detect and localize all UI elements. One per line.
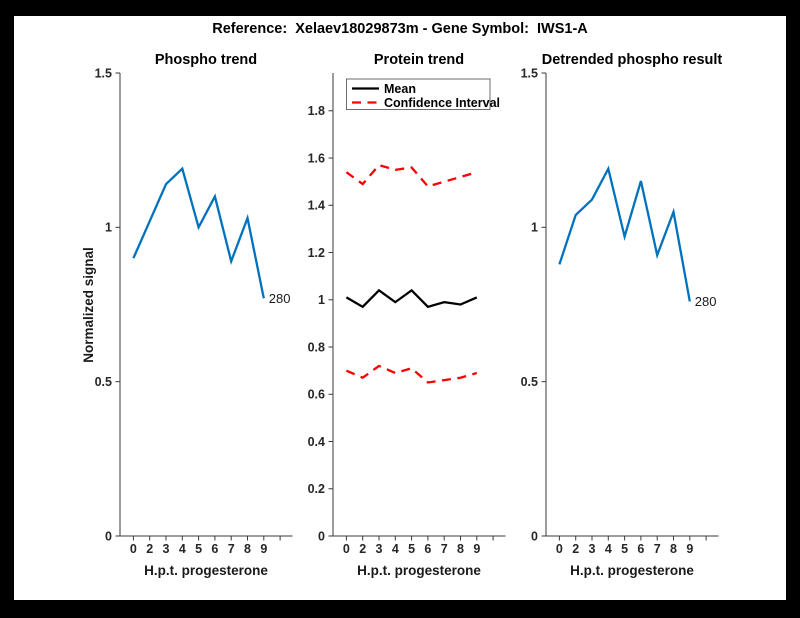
x-tick-label: 2 <box>146 542 153 556</box>
y-tick-label: 0.5 <box>521 375 538 389</box>
panel-protein-title: Protein trend <box>374 52 464 68</box>
detrended-axis-spines <box>545 73 719 537</box>
x-tick-label: 4 <box>179 542 186 556</box>
detrended-xaxis-label: H.p.t. progesterone <box>570 563 694 578</box>
y-tick-label: 1.5 <box>95 66 112 80</box>
x-tick-label: 2 <box>572 542 579 556</box>
x-tick-label: 8 <box>244 542 251 556</box>
x-tick-label: 0 <box>556 542 563 556</box>
x-tick-label: 6 <box>211 542 218 556</box>
x-tick-label: 3 <box>589 542 596 556</box>
series-end-label: 280 <box>269 291 291 306</box>
panel-protein-trend: Protein trend 0 2 3 4 5 6 7 8 900.20.40.60.811.2… <box>308 52 506 578</box>
x-tick-label: 8 <box>457 542 464 556</box>
series-phospho-signal-line <box>132 166 265 299</box>
y-tick-label: 1.8 <box>308 104 325 118</box>
figure-background <box>14 16 786 600</box>
series-mean-line <box>345 288 478 309</box>
y-tick-label: 1.5 <box>521 66 538 80</box>
x-tick-label: 4 <box>605 542 612 556</box>
phospho-axis-spines <box>119 73 293 537</box>
legend-box <box>346 78 491 110</box>
x-tick-label: 7 <box>228 542 235 556</box>
protein-axis-ticks: 0 2 3 4 5 6 7 8 900.20.40.60.811.21.41.61.8 <box>308 104 494 556</box>
y-tick-label: 0 <box>531 529 538 543</box>
panel-phospho-title: Phospho trend <box>155 52 257 68</box>
detrended-axis-ticks: 0 2 3 4 5 6 7 8 900.511.5 <box>521 66 707 556</box>
protein-axis-spines <box>332 73 506 537</box>
panel-detrended-result: Detrended phospho result 0 2 3 4 5 6 7 8 900.511… <box>521 52 723 578</box>
y-tick-label: 0.4 <box>308 435 325 449</box>
phospho-series: 280 <box>132 166 291 306</box>
y-tick-label: 1 <box>318 293 325 307</box>
x-tick-label: 7 <box>654 542 661 556</box>
y-tick-label: 1.6 <box>308 151 325 165</box>
x-tick-label: 5 <box>621 542 628 556</box>
y-tick-label: 0.6 <box>308 388 325 402</box>
series-confidence-lower-line <box>345 364 478 384</box>
y-tick-label: 0 <box>105 529 112 543</box>
y-tick-label: 1 <box>531 221 538 235</box>
legend-ci-label: Confidence Interval <box>384 96 500 110</box>
x-tick-label: 4 <box>392 542 399 556</box>
detrended-series: 280 <box>558 165 717 309</box>
x-tick-label: 2 <box>359 542 366 556</box>
series-confidence-upper-line <box>345 163 478 188</box>
phospho-xaxis-label: H.p.t. progesterone <box>144 563 268 578</box>
protein-series <box>345 163 478 384</box>
legend-mean-label: Mean <box>384 82 416 96</box>
y-tick-label: 1 <box>105 221 112 235</box>
x-tick-label: 9 <box>686 542 693 556</box>
y-tick-label: 0 <box>318 529 325 543</box>
series-end-label: 280 <box>695 294 717 309</box>
x-tick-label: 7 <box>441 542 448 556</box>
x-tick-label: 6 <box>637 542 644 556</box>
x-tick-label: 0 <box>343 542 350 556</box>
x-tick-label: 9 <box>473 542 480 556</box>
y-tick-label: 0.2 <box>308 482 325 496</box>
y-tick-label: 0.8 <box>308 340 325 354</box>
panel-phospho-trend: Phospho trend 0 2 3 4 5 6 7 8 900.511.5 280 H.p.… <box>81 52 293 578</box>
y-tick-label: 1.2 <box>308 246 325 260</box>
x-tick-label: 8 <box>670 542 677 556</box>
x-tick-label: 3 <box>376 542 383 556</box>
figure-title: Reference: Xelaev18029873m - Gene Symbol… <box>212 21 588 37</box>
protein-xaxis-label: H.p.t. progesterone <box>357 563 481 578</box>
panel-detrended-title: Detrended phospho result <box>542 52 723 68</box>
phospho-axis-ticks: 0 2 3 4 5 6 7 8 900.511.5 <box>95 66 281 556</box>
x-tick-label: 9 <box>260 542 267 556</box>
legend: Mean Confidence Interval <box>346 78 500 110</box>
phospho-yaxis-label: Normalized signal <box>81 247 96 363</box>
x-tick-label: 5 <box>408 542 415 556</box>
x-tick-label: 5 <box>195 542 202 556</box>
x-tick-label: 3 <box>163 542 170 556</box>
series-detrended-phospho-signal-line <box>558 165 691 302</box>
x-tick-label: 0 <box>130 542 137 556</box>
y-tick-label: 1.4 <box>308 199 325 213</box>
y-tick-label: 0.5 <box>95 375 112 389</box>
x-tick-label: 6 <box>424 542 431 556</box>
